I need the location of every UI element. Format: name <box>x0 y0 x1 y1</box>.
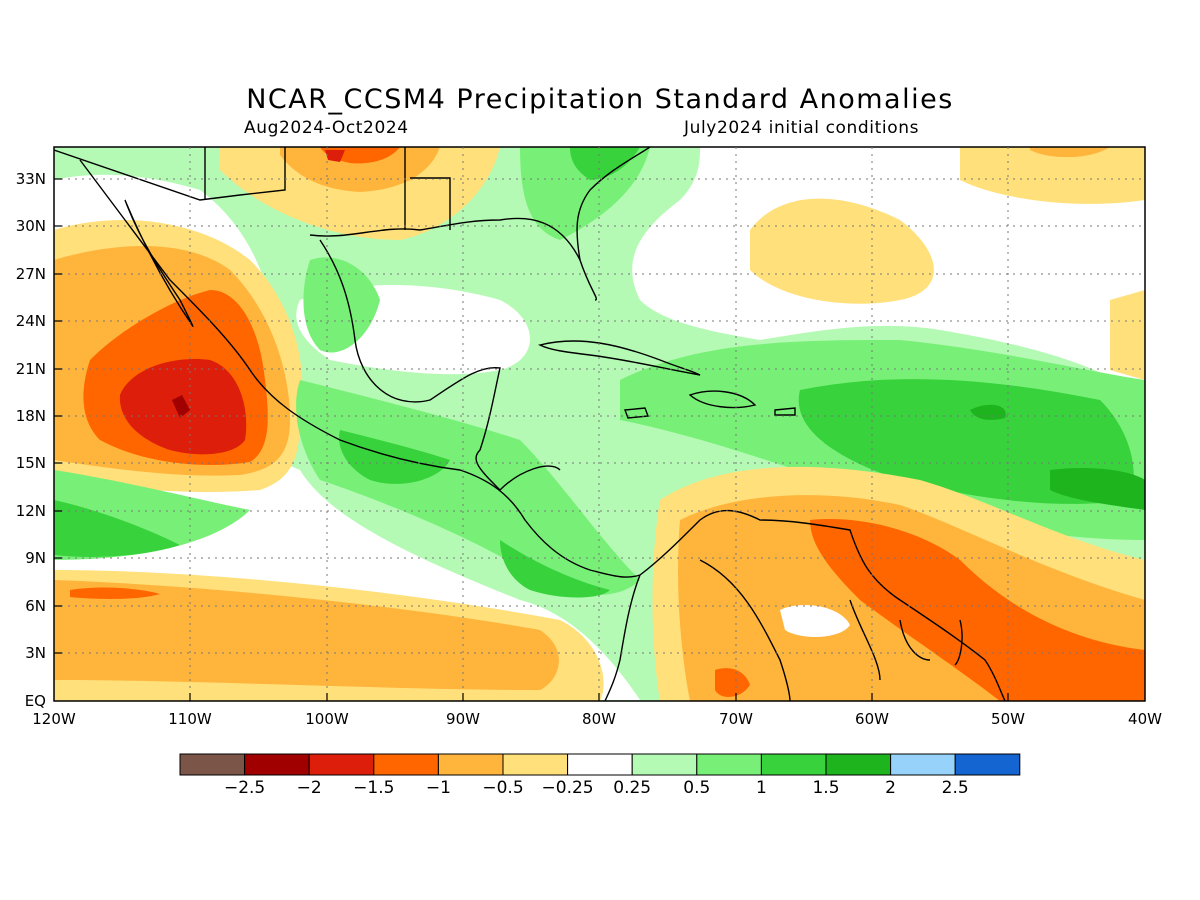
lat-label: 18N <box>16 407 46 425</box>
colorbar-tick-label: 1 <box>756 778 767 798</box>
initial-conditions: July2024 initial conditions <box>684 118 920 138</box>
dry-anomaly-us-south <box>220 147 500 240</box>
lon-label: 100W <box>305 710 349 728</box>
dry-anomaly-north-atlantic <box>1110 290 1145 380</box>
colorbar-swatch <box>308 753 375 776</box>
dry-anomaly-south-america <box>810 519 1145 701</box>
lat-label: 3N <box>25 644 46 662</box>
lon-label: 90W <box>446 710 480 728</box>
coastline-gulf-mexico <box>319 239 561 491</box>
colorbar-swatch <box>437 753 504 776</box>
coastline-us-gulf <box>309 217 597 301</box>
dry-anomaly-south-america <box>715 668 750 697</box>
lon-label: 110W <box>168 710 212 728</box>
lat-label: 9N <box>25 549 46 567</box>
border-us-mexico <box>54 147 451 230</box>
colorbar-tick-label: −0.25 <box>542 778 594 798</box>
anomaly-field <box>54 147 1145 701</box>
lat-label: 21N <box>16 360 46 378</box>
lat-label: 12N <box>16 502 46 520</box>
coastline-south-america-north <box>639 509 1006 701</box>
colorbar-tick-label: 1.5 <box>812 778 839 798</box>
wet-anomaly-atlantic <box>798 379 1134 504</box>
colorbar-tick-label: −2.5 <box>224 778 265 798</box>
colorbar <box>179 753 1021 776</box>
coastline-colombia-pacific <box>604 574 641 701</box>
lon-label: 80W <box>582 710 616 728</box>
lat-label: 24N <box>16 312 46 330</box>
lon-label: 120W <box>32 710 76 728</box>
colorbar-tick-label: −0.5 <box>482 778 523 798</box>
lat-label: 6N <box>25 597 46 615</box>
colorbar-swatch <box>631 753 698 776</box>
longitude-labels: 120W 110W 100W 90W 80W 70W 60W 50W 40W <box>32 710 1162 728</box>
dry-anomaly-us-south <box>280 147 440 192</box>
colorbar-swatch <box>567 753 633 776</box>
coastline-baja <box>124 199 194 327</box>
lon-label: 50W <box>991 710 1025 728</box>
colorbar-tick-label: 0.5 <box>683 778 710 798</box>
coastlines <box>54 147 1006 701</box>
colorbar-tick-label: 0.25 <box>613 778 651 798</box>
dry-anomaly-north-atlantic <box>1030 147 1110 158</box>
lat-label: 30N <box>16 217 46 235</box>
coastline-us-east <box>576 147 651 261</box>
colorbar-swatch <box>954 753 1021 776</box>
wet-anomaly-gulf <box>303 257 380 353</box>
coastline-jamaica <box>624 407 649 419</box>
colorbar-swatch <box>179 753 246 776</box>
colorbar-tick-label: 2 <box>885 778 896 798</box>
dry-anomaly-north-atlantic <box>960 147 1145 204</box>
dry-anomaly-south-america <box>780 605 850 637</box>
lon-label: 70W <box>719 710 753 728</box>
dry-anomaly-north-atlantic <box>750 198 934 304</box>
wet-anomaly-central-america <box>296 380 640 595</box>
lon-label: 60W <box>855 710 889 728</box>
wet-anomaly-atlantic <box>1050 468 1145 510</box>
colorbar-swatch <box>502 753 569 776</box>
colorbar-swatch <box>760 753 827 776</box>
colorbar-swatch <box>244 753 310 776</box>
wet-anomaly-us-southeast <box>570 147 640 180</box>
colorbar-swatch <box>373 753 439 776</box>
dry-anomaly-east-pacific <box>172 395 190 418</box>
lat-label: 33N <box>16 170 46 188</box>
dry-anomaly-equatorial <box>54 580 559 690</box>
map-title: NCAR_CCSM4 Precipitation Standard Anomal… <box>246 84 954 115</box>
colorbar-swatch <box>696 753 762 776</box>
wet-anomaly-pacific <box>54 500 180 557</box>
grid-lines <box>54 147 1145 701</box>
colorbar-swatch <box>825 753 892 776</box>
coastline-hispaniola <box>688 390 757 409</box>
coastline-cuba <box>537 340 701 376</box>
colorbar-tick-label: 2.5 <box>942 778 969 798</box>
dry-anomaly-equatorial <box>70 587 160 599</box>
colorbar-labels: −2.5 −2 −1.5 −1 −0.5 −0.25 0.25 0.5 1 1.5 2 2.5 <box>224 778 969 798</box>
colorbar-swatch <box>890 753 956 776</box>
lon-label: 40W <box>1128 710 1162 728</box>
colorbar-tick-label: −1.5 <box>353 778 394 798</box>
forecast-period: Aug2024-Oct2024 <box>244 118 409 138</box>
coastline-mexico-pacific <box>79 159 641 578</box>
colorbar-tick-label: −2 <box>297 778 322 798</box>
lat-label: EQ <box>25 692 46 710</box>
coastline-puerto-rico <box>774 407 796 416</box>
lat-label: 27N <box>16 265 46 283</box>
lat-label: 15N <box>16 454 46 472</box>
axis-ticks <box>54 178 1009 701</box>
colorbar-tick-label: −1 <box>426 778 451 798</box>
border-countries <box>699 559 963 701</box>
latitude-labels: 33N 30N 27N 24N 21N 18N 15N 12N 9N 6N 3N… <box>16 170 46 710</box>
wet-anomaly-central-america <box>500 540 610 598</box>
dry-anomaly-us-south <box>325 150 345 162</box>
